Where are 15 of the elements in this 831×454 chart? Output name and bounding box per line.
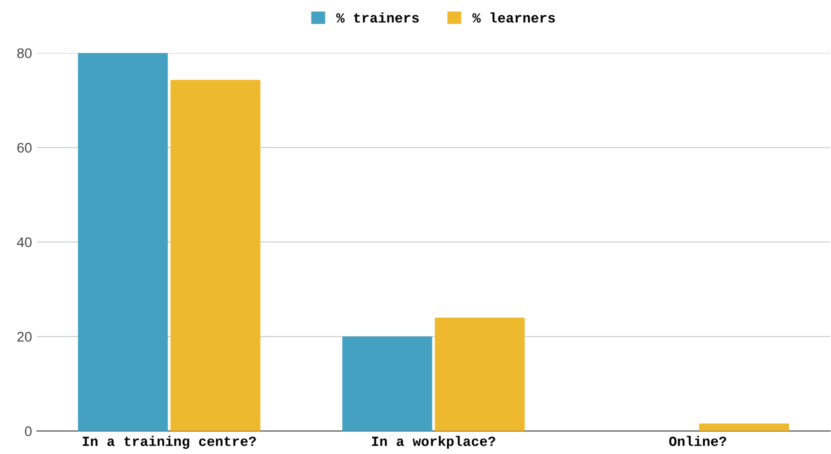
y-tick-label: 60: [17, 142, 32, 153]
x-tick-label: In a workplace?: [372, 436, 496, 449]
y-tick-label: 20: [17, 332, 32, 342]
y-tick-label: 80: [17, 48, 32, 58]
legend-label: % learners: [472, 12, 555, 23]
bar: [342, 336, 432, 431]
bar: [78, 53, 168, 431]
bar: [434, 318, 525, 431]
x-tick-label: In a training centre?: [82, 436, 256, 449]
bar: [699, 423, 790, 431]
x-tick-label: Online?: [669, 436, 726, 446]
y-tick-label: 0: [24, 426, 32, 436]
bar: [170, 80, 260, 431]
legend-label: % trainers: [336, 12, 419, 23]
y-tick-label: 40: [17, 237, 32, 248]
